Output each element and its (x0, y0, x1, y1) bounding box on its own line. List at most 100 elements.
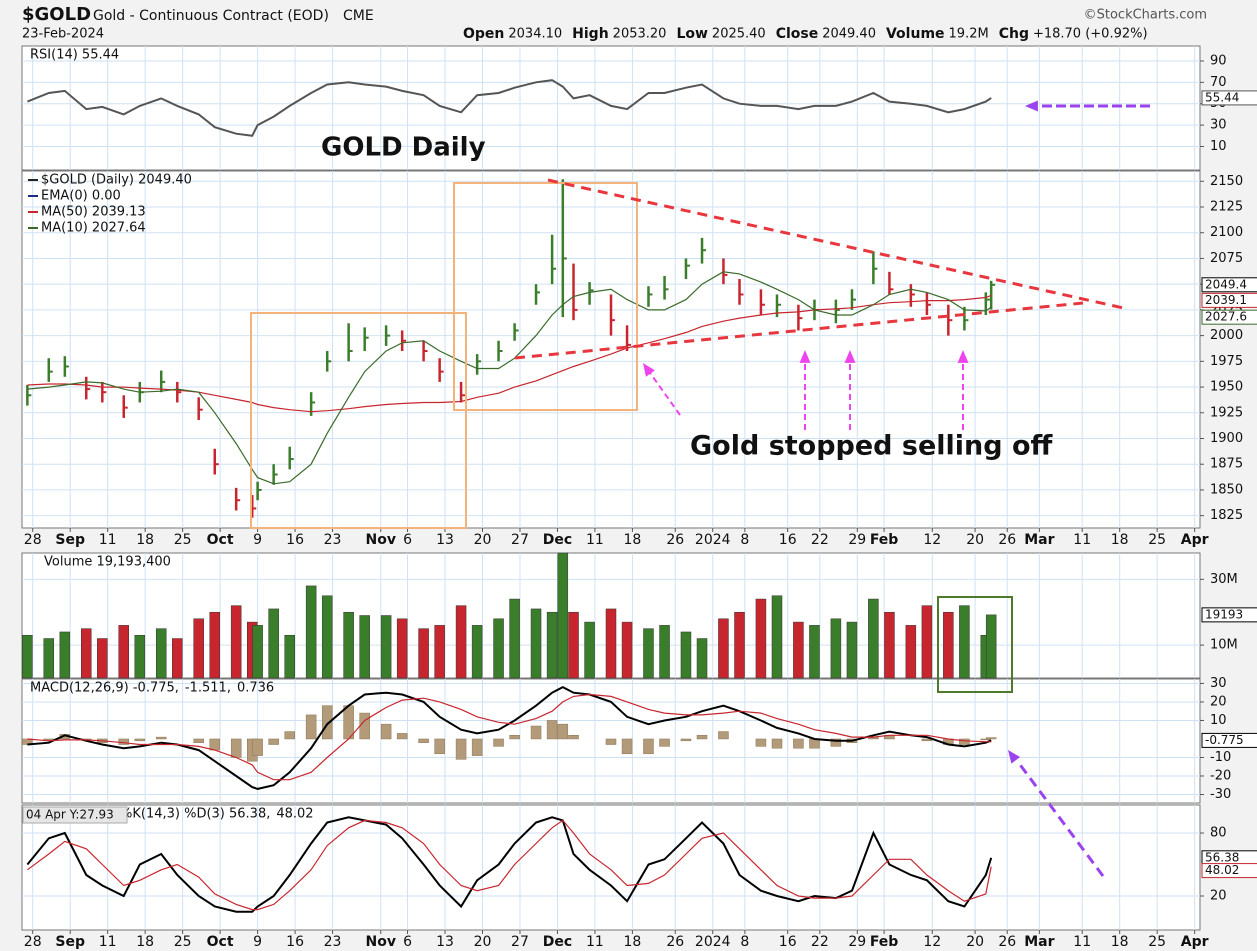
volume-bar (959, 605, 970, 679)
annotation-line (1016, 761, 1105, 877)
volume-bar (734, 611, 745, 679)
quote-label: Chg (999, 26, 1029, 42)
y-tick-label: 1850 (1210, 482, 1243, 497)
x-tick-label: 16 (779, 532, 797, 548)
histogram-bar (680, 738, 692, 742)
x-tick-label: 16 (286, 934, 304, 950)
volume-bar (985, 614, 997, 679)
volume-bar (380, 615, 392, 679)
y-tick-label: 2075 (1210, 251, 1243, 266)
histogram-bar (605, 738, 617, 745)
histogram-bar (359, 712, 370, 740)
quote-label: Close (776, 26, 819, 42)
panel-title: Volume 19,193,400 (44, 555, 171, 570)
y-tick-label: -30 (1210, 787, 1231, 802)
histogram-bar (696, 735, 708, 740)
volume-bar (755, 598, 767, 679)
y-tick-label: 20 (1210, 888, 1227, 903)
volume-bar (172, 638, 183, 679)
x-tick-label: 23 (324, 934, 342, 950)
histogram-bar (434, 738, 445, 755)
volume-bar (921, 605, 933, 679)
x-tick-label: Sep (55, 532, 85, 548)
volume-bar (396, 618, 408, 679)
volume-bar (97, 638, 108, 679)
histogram-bar (643, 738, 654, 755)
x-tick-label: 18 (136, 532, 154, 548)
annotation-line (547, 178, 1129, 311)
histogram-bar (659, 738, 670, 747)
x-tick-label: 27 (511, 532, 529, 548)
arrow-head (643, 363, 655, 377)
x-tick-label: 6 (403, 532, 412, 548)
x-tick-label: 28 (24, 532, 42, 548)
y-tick-label: 1875 (1210, 457, 1243, 472)
last-value-label: 55.44 (1205, 90, 1239, 104)
volume-bar (493, 618, 504, 679)
volume-bar (530, 608, 542, 679)
x-tick-label: 25 (1148, 934, 1166, 950)
panel-background (21, 170, 1201, 529)
quote-value: +18.70 (+0.92%) (1033, 27, 1148, 42)
histogram-bar (321, 705, 333, 740)
highlight-box (453, 182, 638, 411)
y-tick-label: -20 (1210, 768, 1231, 783)
quote-value: 2049.40 (822, 27, 876, 42)
volume-bar (418, 628, 429, 679)
volume-bar (118, 625, 129, 679)
legend-label: MA(50) 2039.13 (41, 205, 146, 220)
histogram-bar (209, 738, 221, 751)
volume-bar (209, 611, 221, 679)
y-tick-label: 1975 (1210, 354, 1243, 369)
legend-label: RSI(14) 55.44 (30, 48, 119, 63)
y-tick-label: 80 (1210, 826, 1227, 841)
x-tick-label: 23 (324, 532, 342, 548)
annotation-title: GOLD Daily (321, 133, 486, 163)
volume-bar (905, 625, 917, 679)
y-tick-label: 2000 (1210, 328, 1243, 343)
histogram-bar (155, 736, 167, 740)
x-tick-label: 28 (24, 934, 42, 950)
y-tick-label: -10 (1210, 750, 1231, 765)
last-value-box (1201, 277, 1257, 293)
x-tick-label: Mar (1024, 934, 1054, 950)
x-tick-label: 29 (848, 532, 866, 548)
volume-bar (568, 611, 579, 679)
last-value-label: 2027.6 (1205, 310, 1247, 324)
x-tick-label: 11 (99, 934, 117, 950)
volume-bar (793, 621, 804, 679)
histogram-bar (418, 738, 429, 743)
indicator-line (27, 685, 992, 790)
x-tick-label: 26 (998, 934, 1016, 950)
histogram-bar (284, 731, 295, 740)
x-tick-label: Dec (543, 532, 572, 548)
volume-bar (305, 585, 317, 679)
instrument-name: Gold - Continuous Contract (EOD) (93, 8, 329, 24)
x-tick-label: 16 (286, 532, 304, 548)
volume-bar (284, 634, 295, 679)
histogram-bar (252, 738, 263, 756)
moving-average-line (27, 271, 992, 485)
volume-bar (718, 618, 729, 679)
symbol: $GOLD (22, 4, 91, 25)
last-value-box (1201, 90, 1257, 106)
last-value-label: 2039.1 (1205, 293, 1247, 307)
histogram-bar (193, 738, 204, 743)
y-tick-label: 10 (1210, 139, 1227, 154)
y-tick-label: 2125 (1210, 200, 1243, 215)
legend-label: $GOLD (Daily) 2049.40 (41, 173, 192, 188)
volume-bar (321, 595, 333, 679)
volume-bar (434, 625, 445, 679)
histogram-bar (771, 738, 783, 749)
x-tick-label: 11 (586, 934, 604, 950)
x-tick-label: Apr (1181, 934, 1209, 950)
x-tick-label: 13 (436, 934, 454, 950)
x-tick-label: 2024 (695, 532, 731, 548)
last-value-label: 48.02 (1205, 863, 1239, 877)
x-tick-label: 12 (923, 934, 941, 950)
volume-bar (584, 621, 595, 679)
volume-bar (809, 625, 820, 679)
x-tick-label: Nov (366, 934, 396, 950)
volume-bar (771, 595, 783, 679)
